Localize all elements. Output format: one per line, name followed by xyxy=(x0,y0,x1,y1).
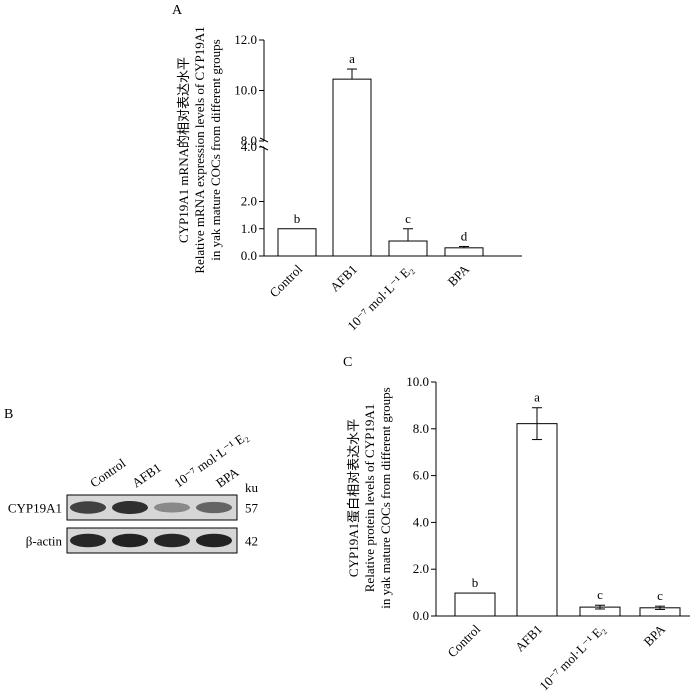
y-axis-label: CYP19A1蛋白相对表达水平 xyxy=(346,419,361,577)
panel-label-b: B xyxy=(4,407,13,422)
y-tick-label: 0.0 xyxy=(241,248,257,263)
row-label: CYP19A1 xyxy=(8,501,62,516)
category-label: Control xyxy=(444,621,483,660)
significance-label: b xyxy=(294,211,301,226)
bar xyxy=(388,240,428,257)
y-tick-label: 4.0 xyxy=(413,514,429,529)
category-label: AFB1 xyxy=(512,622,545,655)
y-tick-label: 1.0 xyxy=(241,221,257,236)
y-tick-label: 4.0 xyxy=(241,139,257,154)
bar xyxy=(277,228,317,257)
lane-label: AFB1 xyxy=(129,460,164,491)
y-tick-label: 2.0 xyxy=(241,194,257,209)
significance-label: c xyxy=(597,587,603,602)
significance-label: d xyxy=(461,228,468,243)
y-tick-label: 10.0 xyxy=(234,83,257,98)
category-label: BPA xyxy=(640,621,668,649)
lane-label: Control xyxy=(87,455,128,490)
significance-label: a xyxy=(534,390,540,405)
protein-band xyxy=(154,502,190,513)
significance-label: b xyxy=(472,575,479,590)
significance-label: c xyxy=(405,211,411,226)
y-tick-label: 0.0 xyxy=(413,608,429,623)
chart-c: 0.0 2.0 4.0 6.0 8.0 10.0 b Control a AFB1 c 10⁻⁷ mo… xyxy=(346,374,690,693)
row-label: β-actin xyxy=(26,534,63,549)
protein-band xyxy=(112,533,148,548)
protein-band xyxy=(196,533,232,548)
bar xyxy=(444,247,484,257)
panel-label-c: C xyxy=(343,355,352,370)
protein-band xyxy=(70,533,106,548)
bar xyxy=(454,592,496,617)
y-tick-label: 8.0 xyxy=(241,133,257,148)
y-axis-label: Relative protein levels of CYP19A1 xyxy=(362,404,377,592)
y-axis-label: in yak mature COCs from different groups xyxy=(378,387,393,608)
protein-band xyxy=(154,533,190,548)
y-tick-label: 10.0 xyxy=(406,374,429,389)
category-label: BPA xyxy=(444,261,472,289)
protein-band xyxy=(112,500,148,515)
category-label: Control xyxy=(266,261,305,300)
molecular-weight: 57 xyxy=(245,501,259,516)
y-axis-label: Relative mRNA expression levels of CYP19… xyxy=(192,26,207,273)
chart-a: 0.01.02.04.08.010.012.0bControlaAFB1c10⁻… xyxy=(176,26,522,333)
category-label: 10⁻⁷ mol·L⁻¹ E₂ xyxy=(536,622,608,694)
molecular-weight: 42 xyxy=(245,534,258,549)
lane-label: 10⁻⁷ mol·L⁻¹ E₂ xyxy=(171,428,251,490)
y-axis-label: CYP19A1 mRNA的相对表达水平 xyxy=(176,57,191,243)
significance-label: c xyxy=(657,588,663,603)
bar xyxy=(516,423,558,617)
category-label: AFB1 xyxy=(327,262,360,295)
significance-label: a xyxy=(349,51,355,66)
y-tick-label: 8.0 xyxy=(413,421,429,436)
lane-label: BPA xyxy=(213,464,242,490)
y-tick-label: 6.0 xyxy=(413,468,429,483)
y-tick-label: 12.0 xyxy=(234,32,257,47)
y-tick-label: 2.0 xyxy=(413,561,429,576)
size-unit-label: ku xyxy=(245,480,259,495)
protein-band xyxy=(196,501,232,514)
panel-label-a: A xyxy=(172,3,183,18)
axis-break-mark xyxy=(259,137,269,143)
protein-band xyxy=(70,501,106,514)
y-axis-label: in yak mature COCs from different groups xyxy=(208,39,223,260)
bar xyxy=(332,78,372,257)
